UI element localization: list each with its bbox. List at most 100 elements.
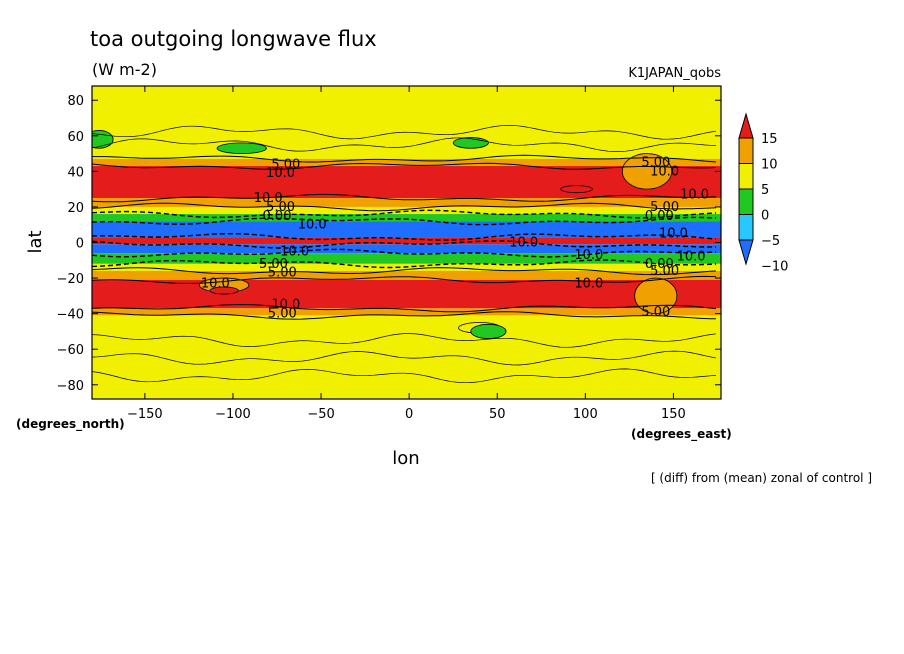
chart-subtitle: (W m-2) [92,60,157,79]
colorbar-label: 10 [761,158,778,173]
contour-label: 10.0 [574,248,603,263]
colorbar-label: 15 [761,132,778,147]
contour-label: 0.00 [645,257,674,272]
zonal-band [92,221,721,238]
colorbar-swatch [738,214,754,241]
contour-line [92,333,717,348]
contour-line [92,193,717,203]
contour-labels: 5.0010.010.05.000.0010.010.05.005.0010.0… [201,155,709,321]
contour-line [92,248,717,258]
contour-label: 10.0 [271,298,300,313]
y-axis-label: lat [25,230,46,253]
x-tick-label: −50 [307,407,334,422]
contour-label: 5.00 [268,307,297,322]
zonal-band [92,308,721,316]
colorbar-swatch [738,163,754,190]
contour-label: 5.00 [266,200,295,215]
contour-label: 5.00 [650,264,679,279]
contour-label: 5.00 [641,155,670,170]
anomaly-patch [634,277,678,315]
x-units-label: (degrees_east) [631,427,732,442]
colorbar-label: −10 [761,260,788,275]
y-axis: −80 −60 −40 −20 0 20 40 60 80 [57,94,721,394]
contour-label: 0.00 [263,209,292,224]
zonal-band [92,270,721,280]
contour-label: 5.00 [271,157,300,172]
y-tick-label: 0 [76,237,84,252]
contour-line [92,267,717,276]
contour-label: 10.0 [280,244,309,259]
zonal-band [92,315,721,399]
contour-line [92,125,717,140]
zonal-band [92,198,721,207]
contour-lines [92,125,717,384]
zonal-band [92,253,721,264]
x-axis-label: lon [392,448,419,469]
contour-line [92,368,717,384]
contour-label: 10.0 [650,164,679,179]
x-tick-label: 0 [405,407,413,422]
contour-line [92,137,717,152]
contour-line [92,209,717,219]
y-tick-label: 60 [67,130,84,145]
contour-label: 10.0 [266,166,295,181]
x-tick-label: 150 [661,407,686,422]
contour-line [92,233,717,241]
colorbar-label: −5 [761,234,780,249]
contour-label: 10.0 [659,227,688,242]
colorbar-min-arrow [738,239,754,266]
colorbar: 15 10 5 0 −5 −10 [738,112,788,275]
anomaly-patch [560,185,593,194]
contour-line [92,216,717,226]
contour-line [92,350,717,366]
zonal-band [92,206,721,215]
x-tick-label: −150 [127,407,163,422]
footnote: [ (diff) from (mean) zonal of control ] [651,471,872,485]
contour-label: 5.00 [259,257,288,272]
y-tick-label: 20 [67,201,84,216]
chart-title: toa outgoing longwave flux [90,27,377,51]
contour-line [92,275,717,284]
contour-label: 10.0 [680,187,709,202]
zonal-band [92,214,721,222]
anomaly-patch [209,286,239,295]
y-tick-label: −20 [57,272,84,287]
contour-line [92,162,717,170]
y-tick-label: −60 [57,343,84,358]
colorbar-max-arrow [738,112,754,139]
contour-line [92,303,717,313]
x-axis: −150 −100 −50 0 50 100 150 [127,86,686,422]
anomaly-patch [452,137,489,149]
colorbar-label: 5 [761,183,769,198]
anomaly-patch [470,323,507,339]
y-units-label: (degrees_north) [16,417,125,432]
contour-label: 10.0 [574,276,603,291]
zonal-band [92,86,721,159]
x-tick-label: 50 [489,407,506,422]
y-tick-label: 40 [67,165,84,180]
colorbar-swatch [738,137,754,164]
zonal-band [92,158,721,167]
contour-label: 5.00 [641,305,670,320]
contour-label: 5.00 [650,200,679,215]
x-tick-label: 100 [573,407,598,422]
y-tick-label: −80 [57,379,84,394]
contour-label: 0.00 [645,209,674,224]
anomaly-patch [92,130,114,149]
contour-label: 10.0 [201,276,230,291]
contour-line [92,202,717,212]
contour-line [92,154,717,163]
contour-label: 10.0 [677,250,706,265]
zonal-band [92,237,721,245]
zonal-band [92,244,721,254]
contour-label: 10.0 [298,218,327,233]
contour-label: 5.00 [268,266,297,281]
run-label: K1JAPAN_qobs [628,66,721,81]
zonal-band [92,166,721,199]
x-tick-label: −100 [215,407,251,422]
colorbar-label: 0 [761,209,769,224]
contour-line [92,259,717,269]
contour-line [92,311,717,320]
contour-label: 10.0 [509,236,538,251]
